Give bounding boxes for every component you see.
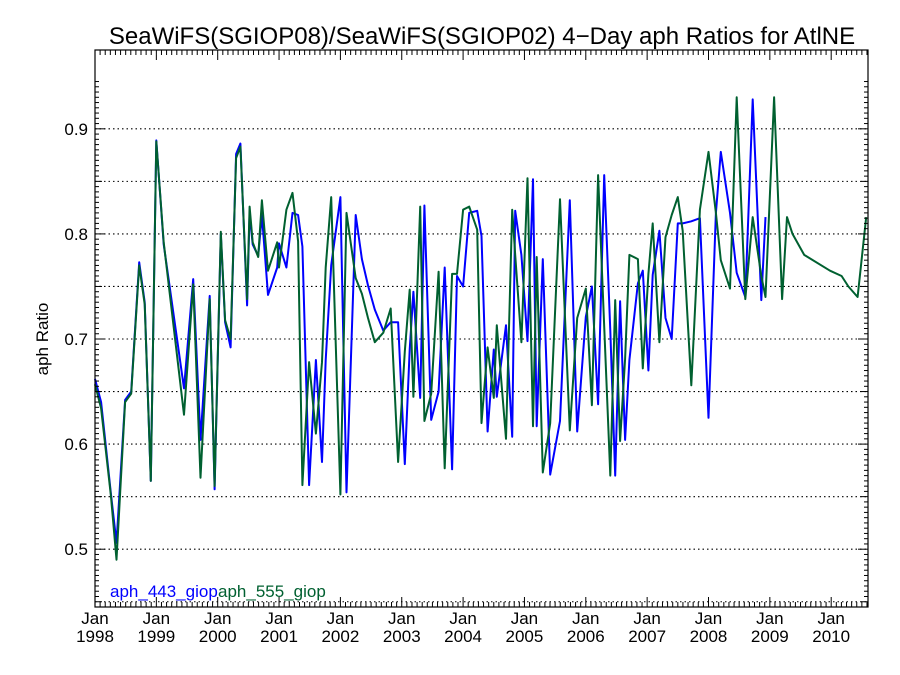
x-tick-month: Jan <box>204 609 231 628</box>
y-tick-labels: 0.5 0.6 0.7 0.8 0.9 <box>64 120 88 559</box>
x-tick-year: 2006 <box>567 627 605 646</box>
series-lines <box>94 96 868 561</box>
x-tick-month: Jan <box>81 609 108 628</box>
series-line-aph_555_giop <box>94 96 868 561</box>
x-tick-year: 2002 <box>321 627 359 646</box>
x-tick-year: 2003 <box>383 627 421 646</box>
y-axis-label: aph Ratio <box>33 303 52 376</box>
series-line-aph_443_giop <box>94 98 767 544</box>
x-tick-year: 2007 <box>628 627 666 646</box>
x-tick-month: Jan <box>633 609 660 628</box>
x-tick-month: Jan <box>388 609 415 628</box>
y-tick-label: 0.6 <box>64 435 88 454</box>
x-tick-labels: Jan1998Jan1999Jan2000Jan2001Jan2002Jan20… <box>76 609 850 646</box>
x-tick-year: 1998 <box>76 627 114 646</box>
x-tick-month: Jan <box>143 609 170 628</box>
legend-aph-443: aph_443_giop <box>110 582 218 601</box>
x-tick-month: Jan <box>817 609 844 628</box>
chart-title: SeaWiFS(SGIOP08)/SeaWiFS(SGIOP02) 4−Day … <box>109 23 855 50</box>
x-tick-month: Jan <box>756 609 783 628</box>
x-tick-year: 2010 <box>812 627 850 646</box>
axis-ticks <box>94 50 868 608</box>
x-tick-year: 2001 <box>260 627 298 646</box>
x-tick-month: Jan <box>572 609 599 628</box>
x-tick-year: 2009 <box>751 627 789 646</box>
x-tick-month: Jan <box>511 609 538 628</box>
x-tick-year: 1999 <box>137 627 175 646</box>
x-tick-year: 2008 <box>690 627 728 646</box>
x-tick-year: 2004 <box>444 627 482 646</box>
y-tick-label: 0.7 <box>64 330 88 349</box>
y-tick-label: 0.5 <box>64 540 88 559</box>
x-tick-month: Jan <box>449 609 476 628</box>
grid-lines <box>95 128 868 603</box>
x-tick-year: 2000 <box>199 627 237 646</box>
y-tick-label: 0.8 <box>64 225 88 244</box>
x-tick-year: 2005 <box>506 627 544 646</box>
x-tick-month: Jan <box>327 609 354 628</box>
y-tick-label: 0.9 <box>64 120 88 139</box>
x-tick-month: Jan <box>265 609 292 628</box>
legend-aph-555: aph_555_giop <box>218 582 326 601</box>
x-tick-month: Jan <box>695 609 722 628</box>
